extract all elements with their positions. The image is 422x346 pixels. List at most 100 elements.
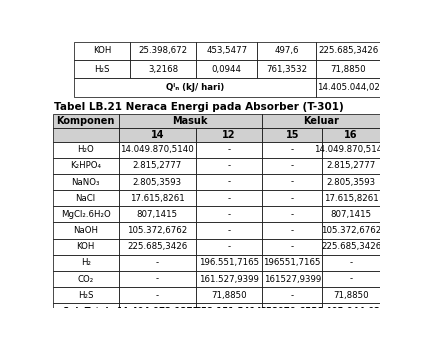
Bar xyxy=(262,319,380,336)
Text: -: - xyxy=(319,323,322,332)
Bar xyxy=(74,60,130,79)
Bar xyxy=(322,128,380,142)
Bar xyxy=(53,287,119,303)
Bar xyxy=(119,158,196,174)
Bar xyxy=(119,239,196,255)
Text: 2.805,3593: 2.805,3593 xyxy=(327,177,376,186)
Text: CO₂: CO₂ xyxy=(78,275,94,284)
Text: -: - xyxy=(227,226,231,235)
Text: -: - xyxy=(227,242,231,251)
Text: 17.615,8261: 17.615,8261 xyxy=(324,194,379,203)
Bar xyxy=(262,206,322,222)
Text: -: - xyxy=(291,242,294,251)
Bar xyxy=(119,142,196,158)
Text: -: - xyxy=(291,145,294,154)
Bar xyxy=(119,319,262,336)
Text: 12: 12 xyxy=(222,130,236,140)
Text: -: - xyxy=(156,275,159,284)
Text: -: - xyxy=(227,210,231,219)
Bar xyxy=(322,158,380,174)
Text: -: - xyxy=(156,258,159,267)
Bar xyxy=(196,271,262,287)
Text: 2.805,3593: 2.805,3593 xyxy=(133,177,182,186)
Bar xyxy=(196,128,262,142)
Bar xyxy=(119,128,196,142)
Bar xyxy=(196,190,262,206)
Text: 71,8850: 71,8850 xyxy=(333,291,369,300)
Text: NaNO₃: NaNO₃ xyxy=(71,177,100,186)
Text: 14.049.870,5140: 14.049.870,5140 xyxy=(121,145,194,154)
Text: -: - xyxy=(227,194,231,203)
Bar xyxy=(196,239,262,255)
Bar xyxy=(262,114,380,128)
Text: 71,8850: 71,8850 xyxy=(330,65,366,74)
Bar xyxy=(196,60,257,79)
Bar xyxy=(322,174,380,190)
Bar xyxy=(257,42,316,60)
Bar xyxy=(196,42,257,60)
Bar xyxy=(196,206,262,222)
Text: 0,0944: 0,0944 xyxy=(212,65,242,74)
Text: Masuk: Masuk xyxy=(173,116,208,126)
Text: 358.151,5414: 358.151,5414 xyxy=(196,307,262,316)
Text: 2.815,2777: 2.815,2777 xyxy=(327,161,376,170)
Text: H₂: H₂ xyxy=(81,258,91,267)
Text: K₂HPO₄: K₂HPO₄ xyxy=(70,161,101,170)
Text: 2.815,2777: 2.815,2777 xyxy=(133,161,182,170)
Text: MgCl₂.6H₂O: MgCl₂.6H₂O xyxy=(61,210,111,219)
Bar xyxy=(53,142,119,158)
Bar xyxy=(316,42,380,60)
Text: -: - xyxy=(291,210,294,219)
Bar xyxy=(257,60,316,79)
Bar xyxy=(53,319,119,336)
Bar xyxy=(262,255,322,271)
Bar xyxy=(119,287,196,303)
Bar xyxy=(262,239,322,255)
Bar xyxy=(196,142,262,158)
Text: -: - xyxy=(291,291,294,300)
Bar xyxy=(196,303,262,319)
Bar xyxy=(119,114,262,128)
Bar xyxy=(74,42,130,60)
Text: 358079,6564: 358079,6564 xyxy=(261,307,324,316)
Text: 453,5477: 453,5477 xyxy=(206,46,247,55)
Bar xyxy=(262,128,322,142)
Bar xyxy=(196,222,262,239)
Bar xyxy=(53,206,119,222)
Text: 3,2168: 3,2168 xyxy=(148,65,178,74)
Bar xyxy=(53,174,119,190)
Text: 17.615,8261: 17.615,8261 xyxy=(130,194,185,203)
Text: 105.372,6762: 105.372,6762 xyxy=(321,226,381,235)
Text: -: - xyxy=(291,161,294,170)
Text: 225.685,3426: 225.685,3426 xyxy=(318,46,378,55)
Text: 161527,9399: 161527,9399 xyxy=(264,275,321,284)
Text: Sub Total: Sub Total xyxy=(63,307,108,316)
Text: -: - xyxy=(227,161,231,170)
Text: 14.404.972,1375: 14.404.972,1375 xyxy=(116,307,199,316)
Text: 16: 16 xyxy=(344,130,358,140)
Bar xyxy=(322,255,380,271)
Text: -: - xyxy=(291,194,294,203)
Bar xyxy=(262,158,322,174)
Text: 25.398,672: 25.398,672 xyxy=(138,46,188,55)
Text: -: - xyxy=(349,258,353,267)
Text: Qᴵₙ (kJ/ hari): Qᴵₙ (kJ/ hari) xyxy=(166,83,225,92)
Bar xyxy=(53,303,119,319)
Bar xyxy=(262,142,322,158)
Bar xyxy=(53,128,119,142)
Bar xyxy=(53,239,119,255)
Bar xyxy=(130,42,196,60)
Bar xyxy=(322,271,380,287)
Bar xyxy=(119,303,196,319)
Text: 161.527,9399: 161.527,9399 xyxy=(199,275,259,284)
Text: H₂S: H₂S xyxy=(95,65,110,74)
Text: 196.551,7165: 196.551,7165 xyxy=(199,258,259,267)
Text: 71,8850: 71,8850 xyxy=(211,291,247,300)
Bar xyxy=(322,222,380,239)
Text: 225.685,3426: 225.685,3426 xyxy=(127,242,187,251)
Bar xyxy=(262,303,322,319)
Text: -: - xyxy=(227,177,231,186)
Bar xyxy=(53,158,119,174)
Bar xyxy=(53,190,119,206)
Bar xyxy=(322,142,380,158)
